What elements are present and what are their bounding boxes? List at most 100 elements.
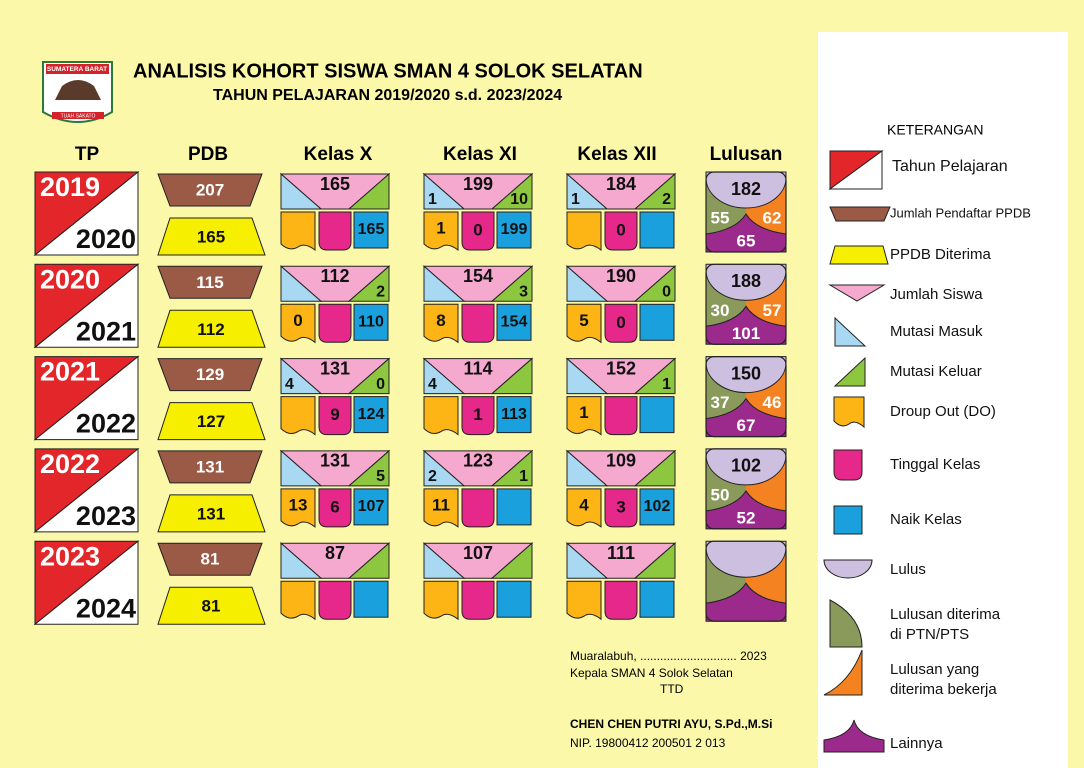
keluar-shape <box>347 449 390 487</box>
do-shape <box>280 580 316 621</box>
lulusan-lainnya-shape <box>705 582 787 622</box>
do-shape <box>280 303 316 344</box>
keluar-shape <box>490 542 533 579</box>
value-label: 81 <box>202 597 221 616</box>
value-label: 46 <box>763 393 782 412</box>
value-label: 2023 <box>76 501 136 531</box>
value-label: 2019 <box>40 172 100 202</box>
lulusan-frame <box>705 540 787 622</box>
value-label: 165 <box>320 174 350 194</box>
value-label: 102 <box>644 498 671 515</box>
keluar-shape <box>347 265 390 302</box>
pdb-registered-shape <box>157 265 263 299</box>
legend-label: Tinggal Kelas <box>890 456 980 473</box>
tinggal-shape <box>461 488 495 528</box>
value-label: 2021 <box>76 316 136 346</box>
legend-label: Lulus <box>890 561 926 578</box>
do-shape <box>566 488 602 528</box>
naik-shape <box>353 580 389 618</box>
value-label: 13 <box>289 495 308 514</box>
do-shape <box>566 303 602 344</box>
masuk-shape <box>280 172 323 210</box>
column-header: PDB <box>188 144 228 165</box>
legend-label: Mutasi Masuk <box>890 323 983 340</box>
masuk-shape <box>280 265 323 302</box>
masuk-shape <box>423 172 466 210</box>
value-label: 150 <box>731 363 761 383</box>
signature-name: CHEN CHEN PUTRI AYU, S.Pd.,M.Si <box>570 717 772 731</box>
value-label: 81 <box>201 550 220 569</box>
value-label: 165 <box>358 221 385 238</box>
pdb-registered-shape <box>157 450 263 484</box>
tp-white <box>33 170 139 256</box>
value-label: 67 <box>737 416 756 435</box>
value-label: 11 <box>432 495 450 514</box>
naik-shape <box>353 303 389 341</box>
naik-shape <box>496 303 532 341</box>
value-label: 2022 <box>76 409 136 439</box>
value-label: 3 <box>616 497 625 516</box>
legend-icon <box>828 284 886 302</box>
value-label: 0 <box>616 313 625 332</box>
tinggal-shape <box>461 303 495 343</box>
naik-shape <box>353 211 389 249</box>
legend-icon <box>829 245 889 265</box>
pdb-accepted-shape <box>157 586 266 625</box>
tinggal-shape <box>604 488 638 528</box>
keluar-shape <box>633 449 676 487</box>
value-label: 2 <box>376 284 385 301</box>
value-label: 2 <box>662 191 671 208</box>
lulusan-lulus-shape <box>705 540 787 578</box>
tinggal-shape <box>318 211 352 251</box>
value-label: 1 <box>519 468 528 485</box>
value-label: 65 <box>737 231 756 250</box>
legend-label: PPDB Diterima <box>890 246 992 263</box>
tp-white <box>33 263 139 348</box>
column-header: Kelas XII <box>577 144 656 165</box>
value-label: 6 <box>330 497 339 516</box>
subtitle: TAHUN PELAJARAN 2019/2020 s.d. 2023/2024 <box>213 87 562 104</box>
value-label: 131 <box>320 451 350 471</box>
tp-white <box>33 355 139 441</box>
do-shape <box>423 211 459 252</box>
value-label: 55 <box>711 208 730 227</box>
signature-text: Kepala SMAN 4 Solok Selatan <box>570 666 733 680</box>
value-label: 50 <box>711 485 730 504</box>
value-label: 102 <box>731 456 761 476</box>
legend-icon <box>829 599 863 648</box>
legend-icon <box>833 356 866 387</box>
title: ANALISIS KOHORT SISWA SMAN 4 SOLOK SELAT… <box>133 60 643 82</box>
naik-shape <box>639 488 675 526</box>
value-label: 4 <box>285 376 294 393</box>
legend-label: Tahun Pelajaran <box>892 158 1008 175</box>
value-label: 10 <box>510 191 528 208</box>
masuk-shape <box>566 449 609 487</box>
lulusan-frame <box>705 356 787 438</box>
do-shape <box>280 211 316 252</box>
value-label: 188 <box>731 271 761 291</box>
value-label: 115 <box>196 273 223 292</box>
legend-label: Droup Out (DO) <box>890 403 996 420</box>
value-label: 0 <box>662 284 671 301</box>
tinggal-shape <box>604 211 638 251</box>
lulusan-lulus-shape <box>705 263 787 301</box>
column-header: TP <box>75 144 100 165</box>
masuk-shape <box>423 357 466 395</box>
keluar-shape <box>347 357 390 395</box>
masuk-shape <box>423 449 466 487</box>
value-label: 0 <box>293 311 302 330</box>
legend-icon <box>823 649 863 696</box>
legend-label: diterima bekerja <box>890 681 997 698</box>
naik-shape <box>639 396 675 434</box>
value-label: 0 <box>376 376 385 393</box>
legend-label: Naik Kelas <box>890 511 962 528</box>
keluar-shape <box>633 542 676 579</box>
masuk-shape <box>423 265 466 302</box>
do-shape <box>566 396 602 436</box>
keluar-shape <box>490 172 533 210</box>
naik-shape <box>496 580 532 618</box>
keluar-shape <box>490 449 533 487</box>
logo-text: TUAH SAKATO <box>61 113 96 119</box>
keluar-shape <box>633 265 676 302</box>
